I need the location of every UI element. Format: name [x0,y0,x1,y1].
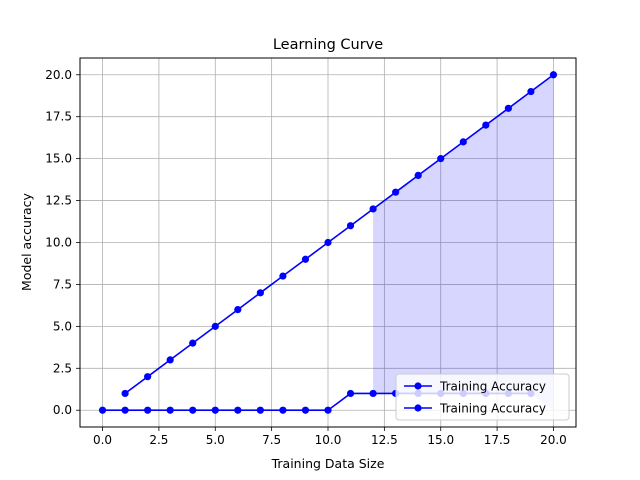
data-point [166,356,174,364]
data-point [324,238,332,247]
data-point [324,406,332,414]
data-point [121,406,129,414]
x-axis-ticks: 0.0 2.5 5.0 7.5 10.0 12.5 15.0 17.5 20.0 [93,427,567,447]
legend: Training Accuracy Training Accuracy [395,373,570,421]
data-point [392,188,400,196]
x-tick-label: 2.5 [149,433,168,447]
x-axis-label: Training Data Size [271,456,385,471]
data-point [189,339,197,347]
y-tick-label: 2.5 [53,361,72,375]
data-point [256,289,264,297]
data-point [301,406,310,414]
y-tick-label: 17.5 [45,110,72,124]
data-point [369,389,377,398]
data-point [346,389,355,398]
data-point [144,406,152,414]
data-point [211,322,219,330]
x-tick-label: 20.0 [540,433,567,447]
data-point [459,138,467,146]
data-point [166,406,174,414]
data-point [482,121,490,129]
y-tick-label: 5.0 [53,319,72,333]
data-point [189,406,197,414]
data-point [414,171,422,180]
legend-marker [414,382,422,390]
legend-box [395,373,570,421]
data-point [527,87,535,96]
series-line [124,74,554,395]
data-point [211,406,219,414]
y-axis-label: Model accuracy [19,192,34,291]
data-point [121,389,129,398]
data-point [437,155,445,163]
legend-marker [414,404,422,412]
chart-title: Learning Curve [273,37,383,53]
data-point [256,406,264,414]
x-tick-label: 10.0 [315,433,342,447]
x-tick-label: 5.0 [206,433,225,447]
data-point [504,104,512,112]
data-point [144,373,152,381]
x-tick-label: 0.0 [93,433,112,447]
data-point [369,205,377,213]
y-tick-label: 7.5 [53,277,72,291]
x-tick-label: 12.5 [371,433,398,447]
data-point [301,255,310,263]
x-tick-label: 17.5 [484,433,511,447]
y-tick-label: 0.0 [53,403,72,417]
data-point [346,222,355,230]
y-tick-label: 15.0 [45,152,72,166]
y-tick-label: 12.5 [45,194,72,208]
data-point [549,71,558,79]
shaded-area [373,74,554,411]
x-tick-label: 7.5 [262,433,281,447]
y-tick-label: 20.0 [45,68,72,82]
legend-label: Training Accuracy [439,402,546,416]
data-point [98,406,107,414]
y-tick-label: 10.0 [45,236,72,250]
data-point [279,272,287,280]
data-point [279,406,287,414]
data-point [234,305,242,314]
data-point [234,406,242,414]
legend-label: Training Accuracy [439,380,546,394]
series-1 [121,71,558,398]
y-axis-ticks: 0.0 2.5 5.0 7.5 10.0 12.5 15.0 17.5 20.0 [45,68,80,417]
shaded-area-layer [373,74,554,411]
x-tick-label: 15.0 [427,433,454,447]
